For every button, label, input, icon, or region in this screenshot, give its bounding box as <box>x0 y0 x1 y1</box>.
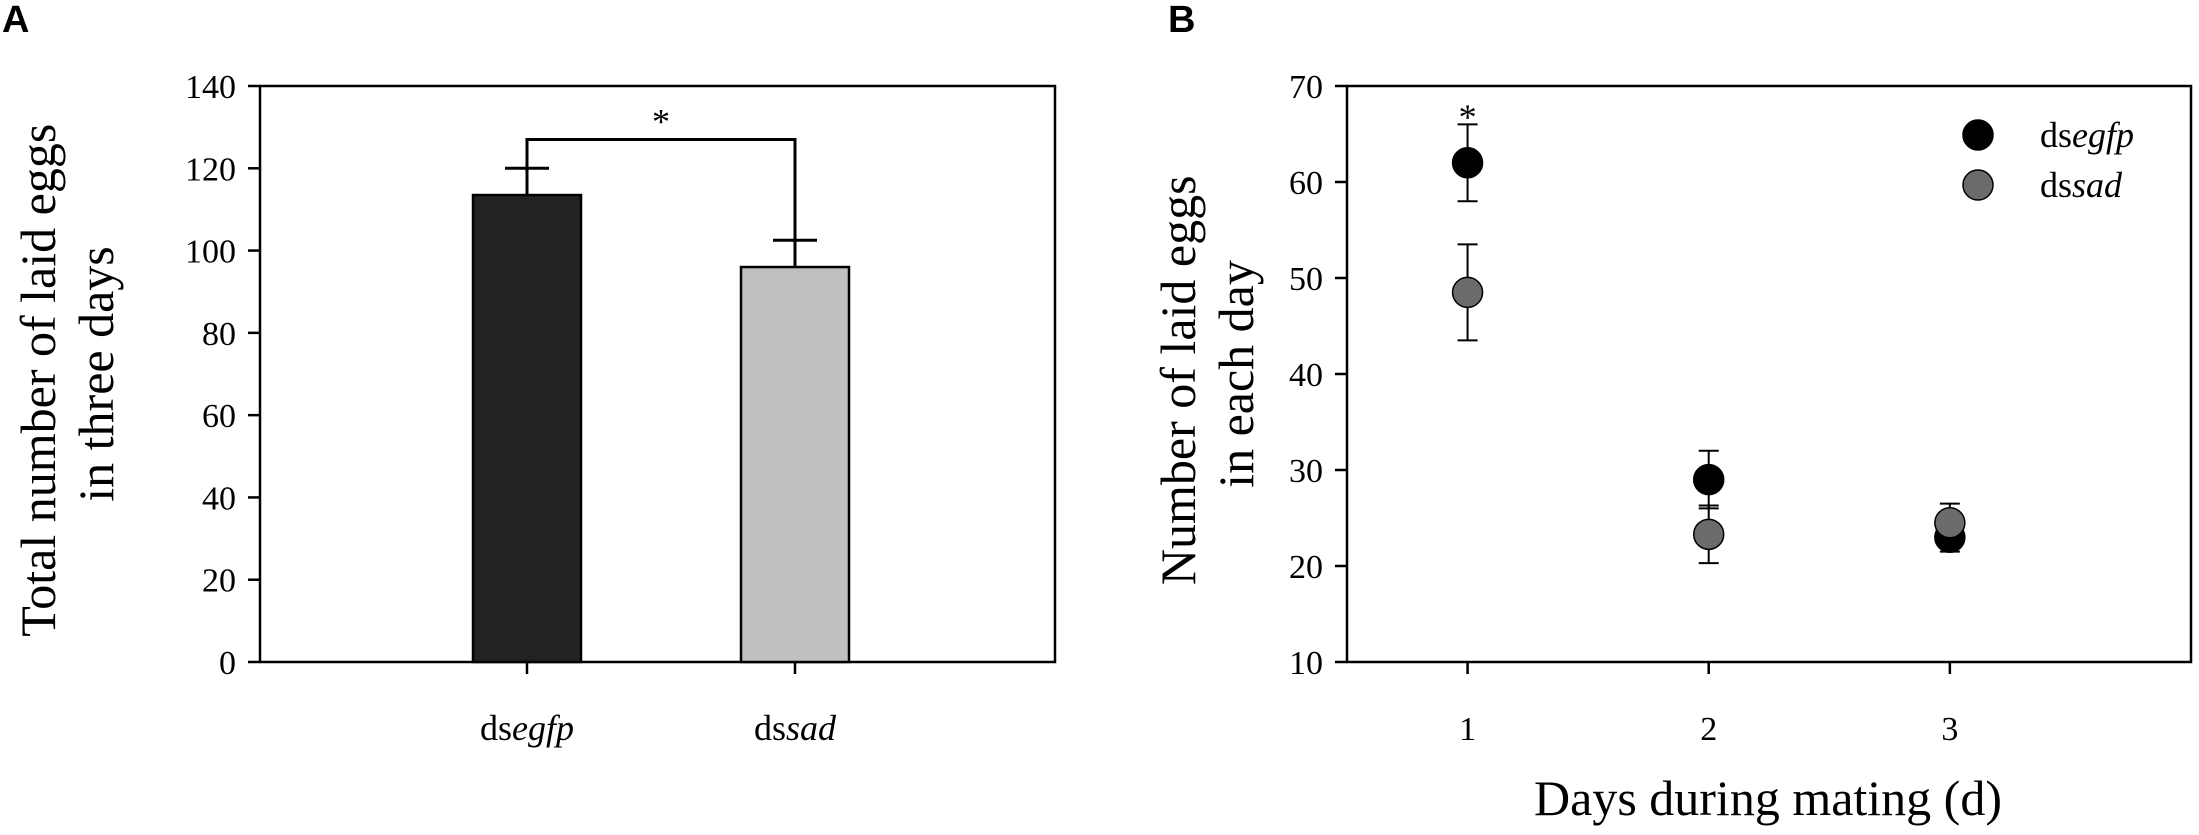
panel-b-y-axis-title-line-1: Number of laid eggs <box>1150 175 1206 585</box>
point-egfp-day-2 <box>1692 463 1725 496</box>
panel-a-y-axis-title-line-2: in three days <box>68 246 124 501</box>
y-tick-label-60: 60 <box>1289 165 1323 202</box>
significance-star: * <box>652 101 670 141</box>
significance-star-day-1: * <box>1459 97 1477 137</box>
y-tick-label-70: 70 <box>1289 69 1323 106</box>
y-tick-label-140: 140 <box>185 69 236 106</box>
x-tick-label-sad-gene: sad <box>786 708 837 748</box>
y-tick-label-10: 10 <box>1289 645 1323 682</box>
point-egfp-day-1 <box>1451 147 1484 179</box>
panel-b-y-axis-title: Number of laid eggs in each day <box>1150 163 1264 585</box>
panel-a-y-axis: 0 20 40 60 80 100 120 140 <box>185 69 260 682</box>
panel-a-y-axis-title: Total number of laid eggs in three days <box>10 111 124 637</box>
panel-a-plot-frame <box>258 84 1057 664</box>
y-tick-label-80: 80 <box>202 316 236 353</box>
panel-b-y-axis-title-line-2: in each day <box>1208 260 1264 488</box>
legend-label-sad: dssad <box>2040 165 2123 205</box>
x-tick-label-sad-prefix: ds <box>754 708 786 748</box>
panel-a-bars <box>471 166 851 664</box>
y-tick-label-120: 120 <box>185 151 236 188</box>
y-tick-label-20: 20 <box>1289 549 1323 586</box>
panel-a-y-axis-title-line-1: Total number of laid eggs <box>10 124 66 637</box>
x-tick-label-egfp-gene: egfp <box>512 708 574 748</box>
point-sad-day-1 <box>1451 276 1484 309</box>
panel-a-letter: A <box>2 0 29 41</box>
panel-b-letter: B <box>1168 0 1195 41</box>
legend-label-sad-gene: sad <box>2072 165 2123 205</box>
bar-egfp <box>471 193 583 664</box>
bar-sad <box>739 265 851 664</box>
point-sad-day-3 <box>1934 507 1966 539</box>
x-tick-label-2: 2 <box>1700 711 1717 748</box>
x-tick-label-3: 3 <box>1941 711 1958 748</box>
panel-b-points <box>1451 123 1966 565</box>
y-tick-label-0: 0 <box>219 645 236 682</box>
legend-label-egfp-gene: egfp <box>2072 115 2134 155</box>
y-tick-label-50: 50 <box>1289 261 1323 298</box>
legend-marker-egfp <box>1962 119 1994 151</box>
y-tick-label-20: 20 <box>202 563 236 600</box>
x-tick-label-sad: dssad <box>754 708 837 748</box>
y-tick-label-60: 60 <box>202 398 236 435</box>
panel-b-x-axis: 1 2 3 <box>1459 662 1958 748</box>
panel-b-y-axis: 10 20 30 40 50 60 70 <box>1289 69 1347 682</box>
y-tick-label-100: 100 <box>185 234 236 271</box>
x-tick-label-1: 1 <box>1459 711 1476 748</box>
panel-a-significance: * <box>525 101 797 241</box>
legend-label-egfp: dsegfp <box>2040 115 2134 155</box>
y-tick-label-40: 40 <box>202 480 236 517</box>
legend-marker-sad <box>1962 169 1994 201</box>
point-sad-day-2 <box>1692 518 1725 551</box>
legend-label-egfp-prefix: ds <box>2040 115 2072 155</box>
significance-bracket <box>525 137 797 241</box>
y-tick-label-30: 30 <box>1289 453 1323 490</box>
x-tick-label-egfp: dsegfp <box>480 708 574 748</box>
panel-b-x-axis-title: Days during mating (d) <box>1534 770 2002 826</box>
x-tick-label-egfp-prefix: ds <box>480 708 512 748</box>
legend-label-sad-prefix: ds <box>2040 165 2072 205</box>
y-tick-label-40: 40 <box>1289 357 1323 394</box>
panel-a-x-axis: dsegfp dssad <box>480 662 837 748</box>
